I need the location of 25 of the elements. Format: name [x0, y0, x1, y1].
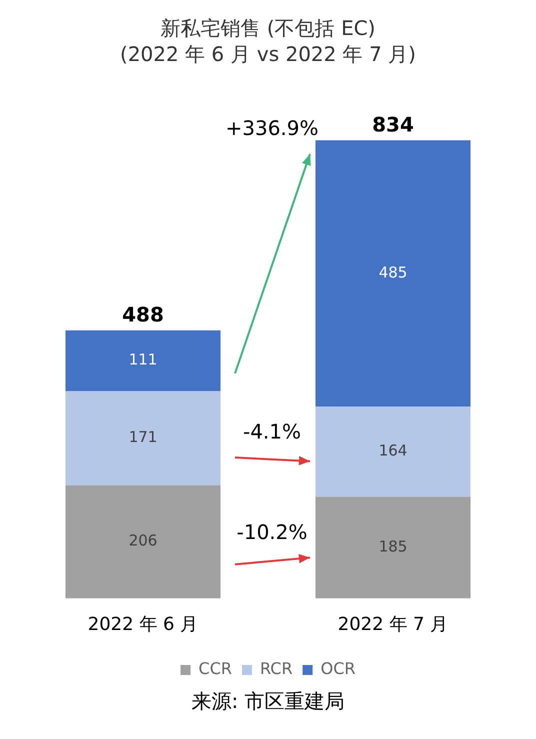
bar [316, 140, 470, 407]
data-label: 485 [378, 263, 408, 282]
data-label: 164 [378, 442, 408, 460]
source-note: 来源: 市区重建局 [190, 688, 346, 715]
annotation: -10.2% [236, 520, 308, 544]
annotation: -4.1% [242, 419, 302, 444]
legend-label: OCR [320, 659, 356, 678]
x-tick-label: 2022 年 7 月 [338, 614, 448, 635]
bar [316, 496, 470, 598]
bar [316, 406, 470, 497]
total-label: 834 [372, 112, 414, 136]
legend-label: RCR [260, 659, 293, 678]
data-label: 111 [128, 350, 158, 369]
chart-title: 新私宅销售 (不包括 EC) [160, 16, 376, 40]
text: +336.9% [225, 116, 319, 140]
x-tick-label: 2022 年 6 月 [88, 614, 198, 635]
data-label: 206 [128, 532, 158, 550]
data-label: 185 [378, 537, 408, 556]
legend-label: CCR [198, 659, 232, 678]
bar [66, 391, 220, 486]
chart-subtitle: (2022 年 6 月 vs 2022 年 7 月) [120, 42, 416, 66]
data-label: 171 [128, 428, 158, 446]
bar [66, 485, 220, 598]
bar [66, 330, 220, 392]
total-label: 488 [122, 302, 164, 327]
